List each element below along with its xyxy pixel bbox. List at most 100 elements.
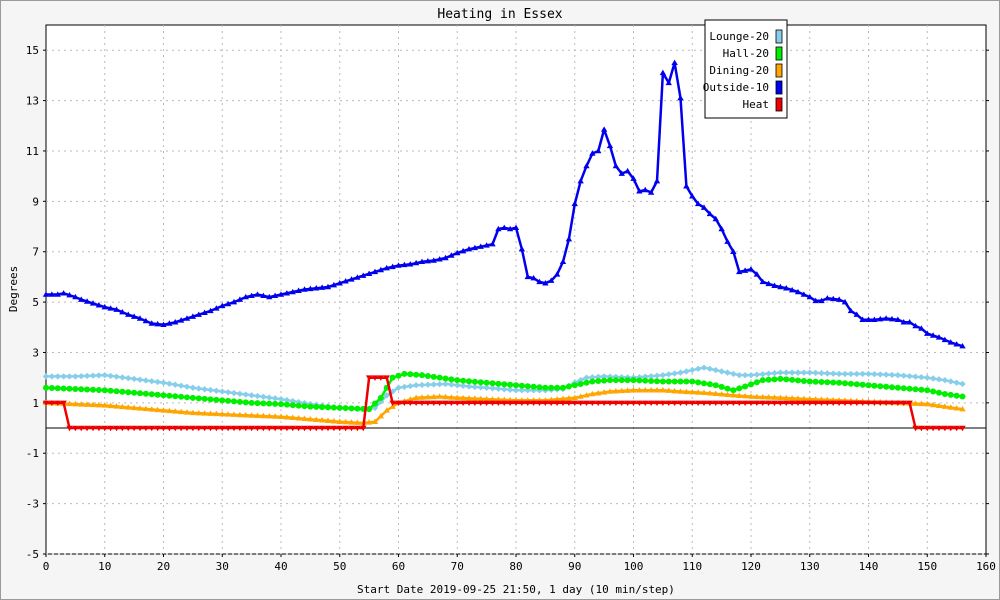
data-point-hall-20 — [806, 378, 813, 385]
data-point-heat — [642, 400, 649, 407]
data-point-outside-10 — [612, 162, 620, 169]
data-point-outside-10 — [448, 252, 455, 258]
data-point-dining-20 — [647, 387, 655, 393]
data-point-outside-10 — [600, 126, 608, 132]
data-point-outside-10 — [201, 309, 208, 316]
data-point-hall-20 — [207, 396, 214, 403]
data-point-heat — [618, 400, 625, 407]
data-point-heat — [401, 400, 408, 407]
data-point-outside-10 — [283, 290, 291, 296]
data-point-heat — [407, 400, 414, 407]
data-point-dining-20 — [348, 419, 355, 425]
data-point-lounge-20 — [830, 370, 837, 377]
data-point-hall-20 — [630, 377, 637, 384]
data-point-lounge-20 — [671, 370, 678, 377]
data-point-heat — [54, 400, 61, 407]
data-point-heat — [835, 400, 843, 407]
data-point-dining-20 — [166, 407, 173, 414]
data-point-dining-20 — [788, 395, 796, 401]
data-point-heat — [683, 400, 690, 407]
data-point-lounge-20 — [136, 376, 144, 383]
data-point-lounge-20 — [166, 380, 173, 387]
data-point-outside-10 — [912, 322, 919, 329]
data-point-lounge-20 — [600, 373, 608, 380]
data-point-outside-10 — [618, 170, 625, 176]
data-point-hall-20 — [372, 400, 378, 407]
data-point-heat — [741, 400, 749, 407]
data-point-hall-20 — [736, 385, 743, 392]
data-point-dining-20 — [283, 414, 291, 420]
data-point-dining-20 — [125, 404, 132, 410]
data-point-hall-20 — [560, 384, 566, 391]
data-point-lounge-20 — [448, 381, 455, 388]
data-point-outside-10 — [213, 305, 220, 311]
chart-title: Heating in Essex — [437, 7, 562, 22]
data-point-hall-20 — [154, 391, 161, 398]
x-tick-label: 0 — [43, 560, 50, 573]
data-point-heat — [236, 425, 244, 432]
data-point-lounge-20 — [865, 370, 872, 378]
data-point-heat — [471, 400, 479, 407]
data-point-outside-10 — [271, 292, 279, 299]
legend-label-dining-20: Dining-20 — [709, 64, 769, 77]
data-point-heat — [506, 400, 514, 407]
x-tick-label: 40 — [274, 560, 287, 573]
data-point-outside-10 — [530, 274, 537, 281]
y-tick-label: 9 — [32, 195, 39, 208]
data-point-hall-20 — [319, 404, 326, 411]
data-point-lounge-20 — [953, 379, 960, 386]
data-point-lounge-20 — [54, 373, 61, 380]
data-point-hall-20 — [448, 376, 455, 383]
data-point-hall-20 — [513, 382, 519, 389]
data-point-heat — [336, 425, 343, 432]
data-point-heat — [277, 425, 285, 432]
data-point-outside-10 — [142, 317, 150, 324]
data-point-heat — [941, 425, 949, 432]
data-point-lounge-20 — [906, 372, 913, 380]
data-point-heat — [771, 400, 778, 407]
data-point-dining-20 — [677, 388, 684, 394]
data-point-heat — [160, 425, 167, 432]
data-point-heat — [424, 400, 432, 407]
data-point-hall-20 — [148, 391, 155, 398]
data-point-lounge-20 — [424, 381, 432, 388]
data-point-dining-20 — [600, 389, 608, 395]
data-point-hall-20 — [865, 382, 872, 389]
data-point-dining-20 — [953, 405, 960, 411]
data-point-hall-20 — [953, 392, 960, 399]
data-point-lounge-20 — [824, 370, 831, 377]
data-point-heat — [841, 400, 849, 407]
data-point-hall-20 — [189, 394, 196, 401]
data-point-dining-20 — [78, 401, 85, 407]
data-point-lounge-20 — [877, 371, 884, 378]
y-tick-label: 1 — [32, 397, 39, 410]
data-point-dining-20 — [624, 387, 631, 393]
data-point-outside-10 — [301, 286, 308, 292]
data-point-hall-20 — [142, 390, 149, 397]
x-tick-label: 150 — [917, 560, 937, 573]
data-point-dining-20 — [101, 402, 108, 408]
data-point-heat — [824, 400, 831, 407]
data-point-outside-10 — [342, 278, 349, 284]
series-line-heat — [46, 376, 963, 430]
data-point-hall-20 — [941, 391, 948, 398]
data-point-hall-20 — [565, 383, 572, 390]
data-point-dining-20 — [442, 393, 449, 400]
data-point-outside-10 — [871, 316, 878, 322]
data-point-dining-20 — [365, 419, 373, 425]
series-hall-20 — [43, 370, 966, 413]
data-point-heat — [242, 425, 249, 432]
data-point-hall-20 — [272, 400, 279, 407]
data-point-heat — [894, 400, 902, 407]
data-point-lounge-20 — [888, 371, 896, 379]
data-point-hall-20 — [783, 376, 790, 383]
data-point-lounge-20 — [489, 385, 496, 392]
data-point-outside-10 — [348, 276, 355, 282]
data-point-heat — [606, 400, 614, 407]
data-point-dining-20 — [236, 411, 244, 418]
data-point-heat — [553, 400, 561, 407]
data-point-hall-20 — [577, 380, 584, 387]
data-point-lounge-20 — [266, 394, 273, 401]
data-point-lounge-20 — [277, 395, 285, 403]
data-point-lounge-20 — [107, 372, 114, 380]
